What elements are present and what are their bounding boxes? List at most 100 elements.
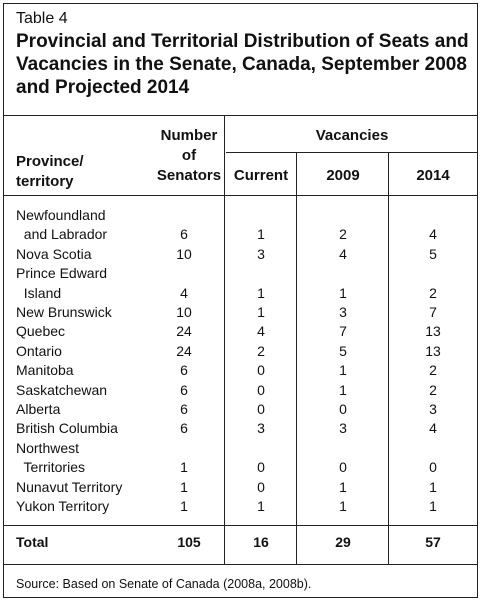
cell-2009: 0 (339, 401, 347, 417)
source-note: Source: Based on Senate of Canada (2008a… (16, 577, 312, 591)
province-name: Newfoundland (16, 207, 106, 223)
table-row: Prince Edward (4, 264, 477, 283)
header-province-line: Province/ (16, 153, 84, 170)
cell-senators: 6 (180, 226, 188, 243)
province-name: Quebec (16, 323, 66, 340)
cell-2014: 2 (429, 362, 437, 379)
table-row: Nunavut Territory 1 0 1 1 (4, 478, 477, 497)
table-row: Manitoba 6 0 1 2 (4, 361, 477, 380)
table-row: Saskatchewan 6 0 1 2 (4, 381, 477, 400)
cell-2014: 13 (425, 323, 441, 340)
table-frame: Table 4 Provincial and Territorial Distr… (3, 3, 478, 598)
table-row: Island 4 1 1 2 (4, 284, 477, 303)
cell-current: 3 (257, 420, 265, 437)
vacancies-underline (226, 152, 478, 153)
cell-senators: 4 (180, 284, 188, 301)
table-row: British Columbia 6 3 3 4 (4, 419, 477, 438)
cell-current: 0 (257, 459, 265, 476)
cell-current: 3 (257, 245, 265, 262)
table-row: Alberta 6 0 0 3 (4, 400, 477, 419)
cell-2014: 2 (429, 381, 437, 398)
cell-current: 2 (257, 342, 265, 359)
cell-senators: 1 (180, 498, 188, 514)
header-2014: 2014 (416, 167, 450, 184)
cell-current: 1 (257, 226, 265, 243)
header-senators-line: Number (160, 127, 218, 144)
header-senators-line: Senators (156, 167, 222, 184)
province-name: Ontario (16, 342, 62, 359)
table-title: Provincial and Territorial Distribution … (16, 30, 477, 99)
header-province: Province/ territory (16, 152, 84, 192)
cell-2009: 0 (339, 459, 347, 476)
cell-senators: 6 (180, 401, 188, 417)
cell-senators: 6 (180, 420, 188, 437)
header-province-line: territory (16, 173, 74, 190)
table-row: and Labrador 6 1 2 4 (4, 225, 477, 244)
table-number: Table 4 (16, 10, 68, 27)
cell-senators: 6 (180, 362, 188, 379)
province-name: Saskatchewan (16, 381, 108, 398)
province-name: Nunavut Territory (16, 478, 123, 495)
province-name: Alberta (16, 401, 61, 417)
table-row: Quebec 24 4 7 13 (4, 322, 477, 341)
cell-current: 0 (257, 362, 265, 379)
cell-2014: 7 (429, 304, 437, 320)
total-2009: 29 (335, 534, 351, 550)
cell-2014: 2 (429, 284, 437, 301)
cell-senators: 1 (180, 459, 188, 476)
cell-2009: 4 (339, 245, 347, 262)
cell-senators: 6 (180, 381, 188, 398)
cell-2014: 0 (429, 459, 437, 476)
cell-2009: 1 (339, 498, 347, 514)
cell-senators: 1 (180, 478, 188, 495)
total-label: Total (16, 534, 49, 550)
total-2014: 57 (425, 534, 441, 550)
cell-current: 1 (257, 284, 265, 301)
table-row: Nova Scotia 10 3 4 5 (4, 245, 477, 264)
province-name: Nova Scotia (16, 245, 92, 262)
total-senators: 105 (177, 534, 201, 550)
cell-2009: 3 (339, 420, 347, 437)
cell-2014: 4 (429, 226, 437, 243)
cell-2014: 5 (429, 245, 437, 262)
cell-2014: 1 (429, 498, 437, 514)
header-senators-line: of (181, 147, 197, 164)
title-line: Vacancies in the Senate, Canada, Septemb… (16, 54, 467, 75)
table-row: Territories 1 0 0 0 (4, 458, 477, 477)
table-row: Northwest (4, 439, 477, 458)
province-name: Prince Edward (16, 265, 108, 282)
cell-current: 1 (257, 498, 265, 514)
title-block: Table 4 Provincial and Territorial Distr… (4, 4, 477, 116)
cell-current: 1 (257, 304, 265, 320)
cell-2009: 1 (339, 362, 347, 379)
header-senators: Number of Senators (154, 126, 224, 186)
column-divider (388, 153, 389, 564)
header-current: Current (233, 167, 289, 184)
province-name: Territories (16, 459, 85, 476)
cell-senators: 24 (176, 342, 192, 359)
cell-2014: 3 (429, 401, 437, 417)
total-current: 16 (253, 534, 269, 550)
cell-2014: 13 (425, 342, 441, 359)
header-divider (4, 195, 477, 196)
column-divider (224, 116, 225, 564)
province-name: New Brunswick (16, 304, 112, 320)
title-line: and Projected 2014 (16, 77, 190, 98)
table-row: Yukon Territory 1 1 1 1 (4, 497, 477, 516)
title-line: Provincial and Territorial Distribution … (16, 31, 469, 52)
cell-current: 0 (257, 401, 265, 417)
table-row: New Brunswick 10 1 3 7 (4, 303, 477, 322)
province-name: and Labrador (16, 226, 108, 243)
source-divider (4, 564, 477, 565)
province-name: Yukon Territory (16, 498, 110, 514)
cell-2009: 5 (339, 342, 347, 359)
cell-current: 4 (257, 323, 265, 340)
header-vacancies: Vacancies (315, 127, 389, 144)
cell-2009: 7 (339, 323, 347, 340)
table-row: Newfoundland (4, 206, 477, 225)
cell-2009: 1 (339, 381, 347, 398)
cell-2009: 2 (339, 226, 347, 243)
province-name: Manitoba (16, 362, 74, 379)
cell-current: 0 (257, 478, 265, 495)
province-name: Northwest (16, 439, 80, 456)
